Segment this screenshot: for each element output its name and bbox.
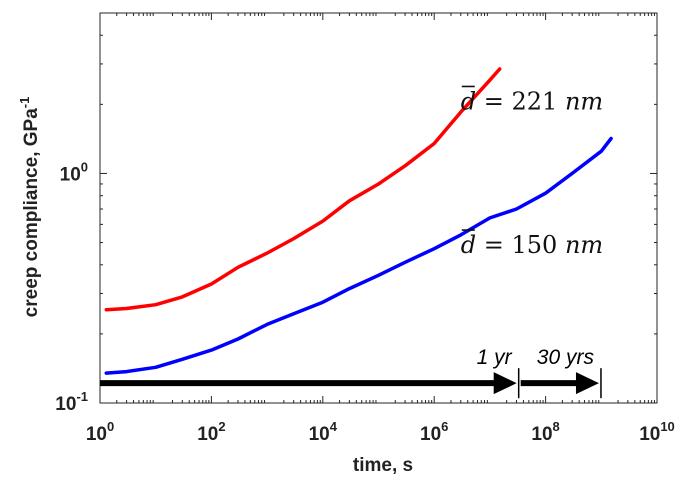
diameter-annotation-1: d = 221 nm	[461, 85, 603, 115]
x-tick-label: 100	[86, 419, 114, 445]
axes-layer: 100 102 104 106 108 1010 10-1 100	[55, 12, 675, 445]
x-tick-label: 104	[309, 419, 338, 445]
time-arrow-2: 30 yrs	[520, 346, 602, 399]
y-axis-label-superscript: -1	[17, 97, 32, 109]
x-axis-label: time, s	[353, 455, 413, 476]
plot-frame	[99, 12, 658, 404]
y-tick-label: 100	[60, 159, 88, 185]
arrow-head	[493, 372, 517, 395]
arrow-head	[575, 372, 599, 395]
x-tick-label: 108	[531, 419, 559, 445]
x-tick-label: 1010	[639, 419, 675, 445]
y-tick-label: 10-1	[55, 389, 88, 415]
diameter-annotation-text: d = 150 nm	[461, 231, 603, 259]
annotation-layer: d = 221 nm d = 150 nm 1 yr 30 yrs	[100, 85, 603, 399]
y-axis-label: creep compliance, GPa-1	[17, 97, 42, 318]
arrow-label: 1 yr	[477, 346, 513, 369]
x-tick-label: 106	[420, 419, 448, 445]
series-line-2	[104, 136, 613, 375]
series-layer	[104, 67, 613, 375]
x-tick-label: 102	[197, 419, 225, 445]
time-arrow-1: 1 yr	[100, 346, 520, 399]
diameter-annotation-2: d = 150 nm	[461, 229, 603, 259]
diameter-annotation-text: d = 221 nm	[461, 87, 603, 115]
arrow-label: 30 yrs	[537, 346, 595, 369]
y-axis-label-text: creep compliance, GPa	[21, 108, 42, 318]
series-line-1	[104, 67, 502, 312]
